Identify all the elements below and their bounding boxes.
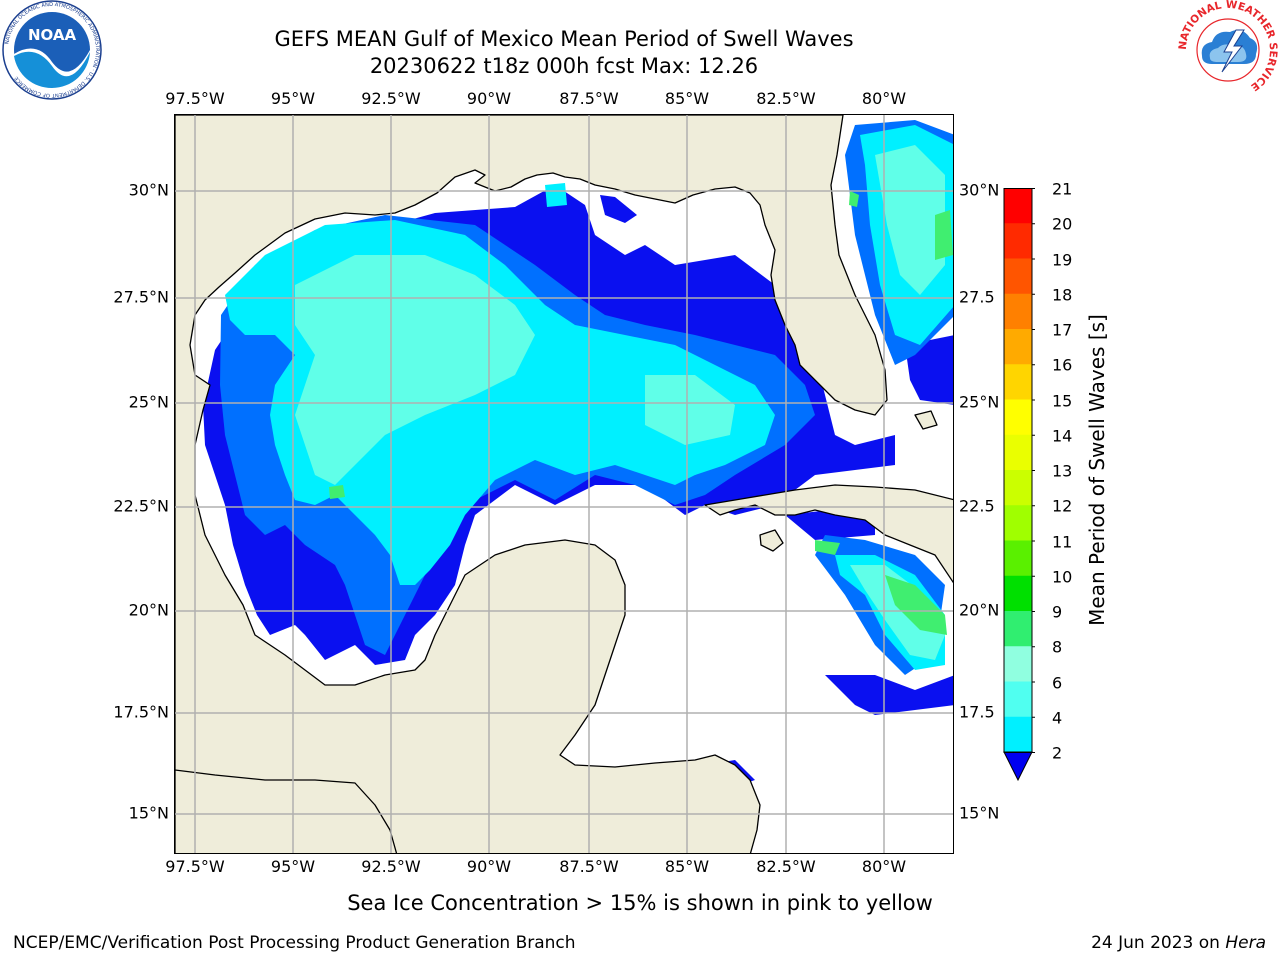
lon-tick-label: 87.5°W — [559, 857, 619, 876]
lon-tick-label: 95°W — [270, 857, 316, 876]
colorbar-label: 13 — [1052, 461, 1073, 481]
chart-subtitle: 20230622 t18z 000h fcst Max: 12.26 — [369, 54, 759, 78]
lon-tick-label: 90°W — [466, 857, 512, 876]
colorbar-label: 21 — [1052, 179, 1073, 199]
lon-tick-label: 85°W — [664, 89, 710, 108]
colorbar-segment — [1004, 223, 1032, 259]
colorbar-segment — [1004, 505, 1032, 541]
map-svg — [175, 115, 953, 853]
land-mass — [175, 115, 953, 853]
land-cuba — [704, 484, 953, 584]
sea-ice-note: Sea Ice Concentration > 15% is shown in … — [347, 891, 933, 915]
colorbar-segment — [1004, 646, 1032, 682]
colorbar-label: 11 — [1052, 532, 1073, 551]
colorbar-label: 16 — [1052, 355, 1073, 375]
footer-credit: NCEP/EMC/Verification Post Processing Pr… — [13, 933, 576, 953]
lat-tick-label: 25°N — [959, 392, 1000, 412]
nws-logo: NATIONAL WEATHER SERVICE — [1177, 0, 1279, 100]
colorbar-label: 18 — [1052, 285, 1073, 305]
colorbar-segment — [1004, 470, 1032, 506]
footer-host: Hera — [1225, 933, 1266, 953]
land-isle-of-youth — [759, 529, 784, 552]
colorbar-segment — [1004, 364, 1032, 400]
colorbar-label: 6 — [1052, 673, 1063, 692]
lon-tick-label: 82.5°W — [756, 89, 816, 108]
lon-tick-label: 90°W — [466, 89, 512, 108]
graticule — [175, 115, 953, 853]
colorbar-segment — [1004, 540, 1032, 577]
colorbar-segment — [1004, 188, 1032, 224]
lat-tick-label: 15°N — [959, 803, 1000, 823]
lat-tick-label: 27.5°N — [113, 287, 169, 307]
colorbar-segment — [1004, 258, 1032, 295]
lat-tick-label: 17.5 — [959, 702, 995, 722]
colorbar-segment — [1004, 399, 1032, 436]
colorbar-segment — [1004, 611, 1032, 647]
lon-tick-label: 97.5°W — [165, 89, 225, 108]
lat-tick-label: 30°N — [128, 180, 169, 200]
footer-date: 24 Jun 2023 on Hera — [1091, 933, 1266, 953]
lat-tick-label: 27.5 — [959, 287, 995, 307]
colorbar — [1003, 188, 1035, 787]
colorbar-segment — [1004, 575, 1032, 612]
footer-date-text: 24 Jun 2023 on — [1091, 933, 1226, 953]
lon-tick-label: 85°W — [664, 857, 710, 876]
lat-tick-label: 25°N — [128, 392, 169, 412]
lon-tick-label: 87.5°W — [559, 89, 619, 108]
lat-tick-label: 20°N — [959, 600, 1000, 620]
colorbar-segment — [1004, 681, 1032, 718]
colorbar-label: 19 — [1052, 250, 1073, 269]
colorbar-label: 17 — [1052, 320, 1073, 340]
colorbar-label: 4 — [1052, 708, 1063, 728]
noaa-text: NOAA — [28, 26, 77, 44]
colorbar-extend-arrow — [1003, 751, 1033, 782]
lat-tick-label: 30°N — [959, 180, 1000, 200]
colorbar-label: 12 — [1052, 496, 1073, 516]
colorbar-label: 10 — [1052, 567, 1073, 587]
colorbar-segment — [1004, 716, 1032, 753]
lat-tick-label: 22.5 — [959, 496, 995, 516]
lon-tick-label: 80°W — [861, 89, 907, 108]
lon-tick-label: 82.5°W — [756, 857, 816, 876]
lon-tick-label: 80°W — [861, 857, 907, 876]
land-bahamas — [914, 410, 938, 430]
chart-title: GEFS MEAN Gulf of Mexico Mean Period of … — [274, 27, 854, 51]
noaa-logo: NATIONAL OCEANIC AND ATMOSPHERIC ADMINIS… — [2, 0, 102, 100]
lat-tick-label: 20°N — [128, 600, 169, 620]
lat-tick-label: 17.5°N — [113, 702, 169, 722]
colorbar-label: 9 — [1052, 602, 1063, 622]
colorbar-segment — [1004, 329, 1032, 365]
lon-tick-label: 92.5°W — [361, 857, 421, 876]
colorbar-label: 20 — [1052, 214, 1073, 234]
colorbar-segment — [1004, 293, 1032, 330]
lat-tick-label: 22.5°N — [113, 496, 169, 516]
colorbar-title: Mean Period of Swell Waves [s] — [1085, 314, 1109, 626]
lat-tick-label: 15°N — [128, 803, 169, 823]
lon-tick-label: 92.5°W — [361, 89, 421, 108]
map-panel — [174, 114, 954, 854]
lon-tick-label: 95°W — [270, 89, 316, 108]
colorbar-label: 14 — [1052, 426, 1073, 446]
colorbar-label: 8 — [1052, 637, 1063, 657]
colorbar-svg — [1003, 188, 1035, 782]
lon-tick-label: 97.5°W — [165, 857, 225, 876]
colorbar-label: 15 — [1052, 391, 1073, 410]
colorbar-label: 2 — [1052, 743, 1063, 763]
colorbar-segment — [1004, 434, 1032, 471]
